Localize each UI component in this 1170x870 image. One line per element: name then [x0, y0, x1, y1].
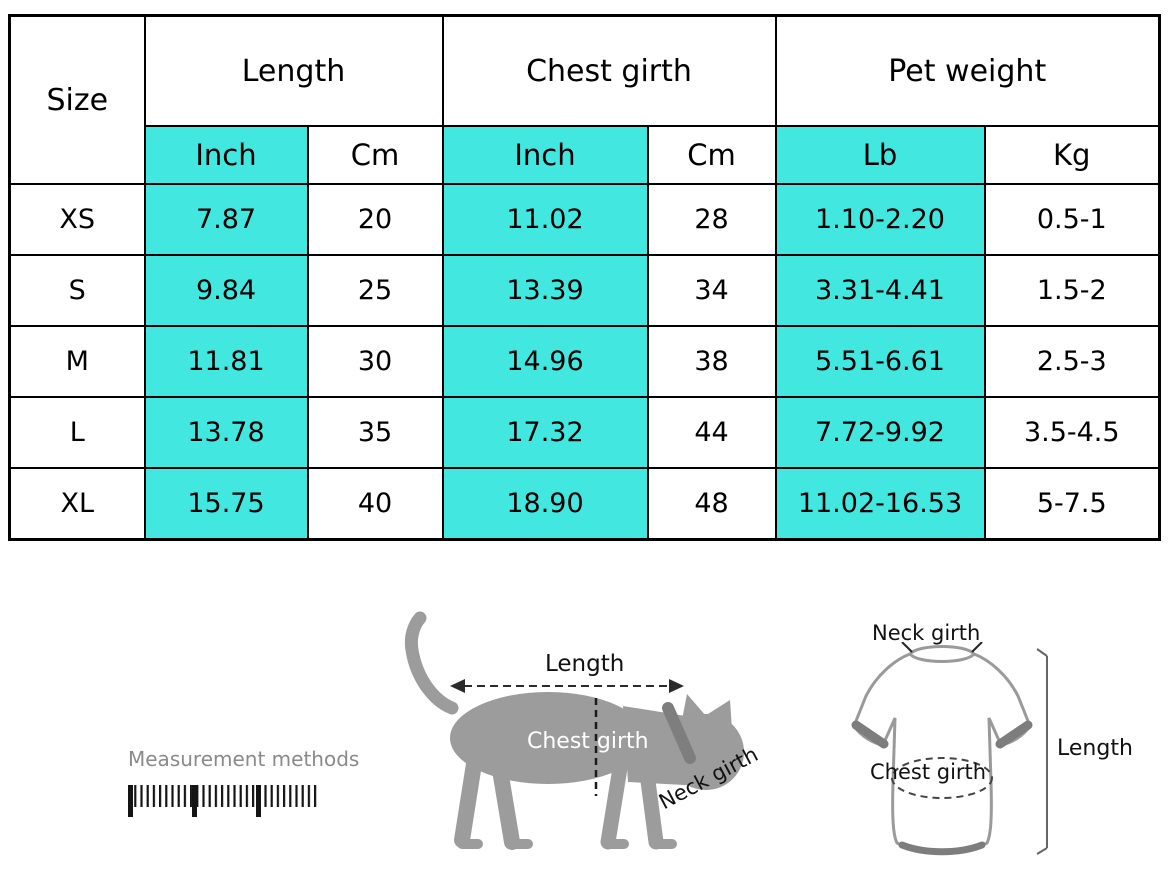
chest-cm-cell: 34 [646, 254, 777, 327]
chest-cm-cell: 28 [646, 183, 777, 256]
size-cell: XL [8, 467, 146, 541]
size-cell: XS [8, 183, 146, 256]
length-inch-cell: 9.84 [143, 254, 309, 327]
chest-inch-cell: 14.96 [441, 325, 649, 398]
size-cell: L [8, 396, 146, 469]
size-chart-table: Size Length Chest girth Pet weight Inch … [8, 14, 1161, 541]
shirt-chest-girth-label: Chest girth [870, 760, 987, 784]
header-weight-lb: Lb [774, 125, 986, 185]
length-inch-cell: 13.78 [143, 396, 309, 469]
size-cell: S [8, 254, 146, 327]
table-row: XS 7.87 20 11.02 28 1.10-2.20 0.5-1 [8, 183, 1161, 256]
ruler-icon [128, 785, 318, 819]
header-chest-girth: Chest girth [441, 14, 777, 127]
header-length-inch: Inch [143, 125, 309, 185]
weight-lb-cell: 5.51-6.61 [774, 325, 986, 398]
measurement-methods-label: Measurement methods [128, 747, 360, 771]
header-pet-weight: Pet weight [774, 14, 1161, 127]
cat-silhouette-graphic [404, 611, 744, 850]
weight-kg-cell: 0.5-1 [983, 183, 1161, 256]
length-cm-cell: 35 [306, 396, 444, 469]
length-cm-cell: 30 [306, 325, 444, 398]
chest-cm-cell: 38 [646, 325, 777, 398]
cat-length-label: Length [545, 651, 625, 677]
weight-lb-cell: 1.10-2.20 [774, 183, 986, 256]
header-size: Size [8, 14, 146, 185]
header-chest-cm: Cm [646, 125, 777, 185]
weight-kg-cell: 1.5-2 [983, 254, 1161, 327]
header-weight-kg: Kg [983, 125, 1161, 185]
table-row: M 11.81 30 14.96 38 5.51-6.61 2.5-3 [8, 325, 1161, 398]
length-inch-cell: 11.81 [143, 325, 309, 398]
weight-lb-cell: 3.31-4.41 [774, 254, 986, 327]
shirt-neck-girth-label: Neck girth [872, 621, 981, 645]
table-row: L 13.78 35 17.32 44 7.72-9.92 3.5-4.5 [8, 396, 1161, 469]
shirt-length-label: Length [1057, 736, 1133, 761]
length-inch-cell: 7.87 [143, 183, 309, 256]
weight-kg-cell: 2.5-3 [983, 325, 1161, 398]
chest-inch-cell: 11.02 [441, 183, 649, 256]
cat-chest-girth-label: Chest girth [527, 729, 649, 754]
shirt-diagram-graphic [851, 642, 1048, 856]
table-row: XL 15.75 40 18.90 48 11.02-16.53 5-7.5 [8, 467, 1161, 541]
chest-cm-cell: 48 [646, 467, 777, 541]
size-cell: M [8, 325, 146, 398]
weight-kg-cell: 3.5-4.5 [983, 396, 1161, 469]
length-cm-cell: 20 [306, 183, 444, 256]
table-row: S 9.84 25 13.39 34 3.31-4.41 1.5-2 [8, 254, 1161, 327]
chest-inch-cell: 18.90 [441, 467, 649, 541]
header-length-cm: Cm [306, 125, 444, 185]
header-chest-inch: Inch [441, 125, 649, 185]
header-length: Length [143, 14, 444, 127]
weight-lb-cell: 7.72-9.92 [774, 396, 986, 469]
weight-kg-cell: 5-7.5 [983, 467, 1161, 541]
chest-inch-cell: 13.39 [441, 254, 649, 327]
chest-inch-cell: 17.32 [441, 396, 649, 469]
length-cm-cell: 25 [306, 254, 444, 327]
chest-cm-cell: 44 [646, 396, 777, 469]
length-inch-cell: 15.75 [143, 467, 309, 541]
length-cm-cell: 40 [306, 467, 444, 541]
weight-lb-cell: 11.02-16.53 [774, 467, 986, 541]
